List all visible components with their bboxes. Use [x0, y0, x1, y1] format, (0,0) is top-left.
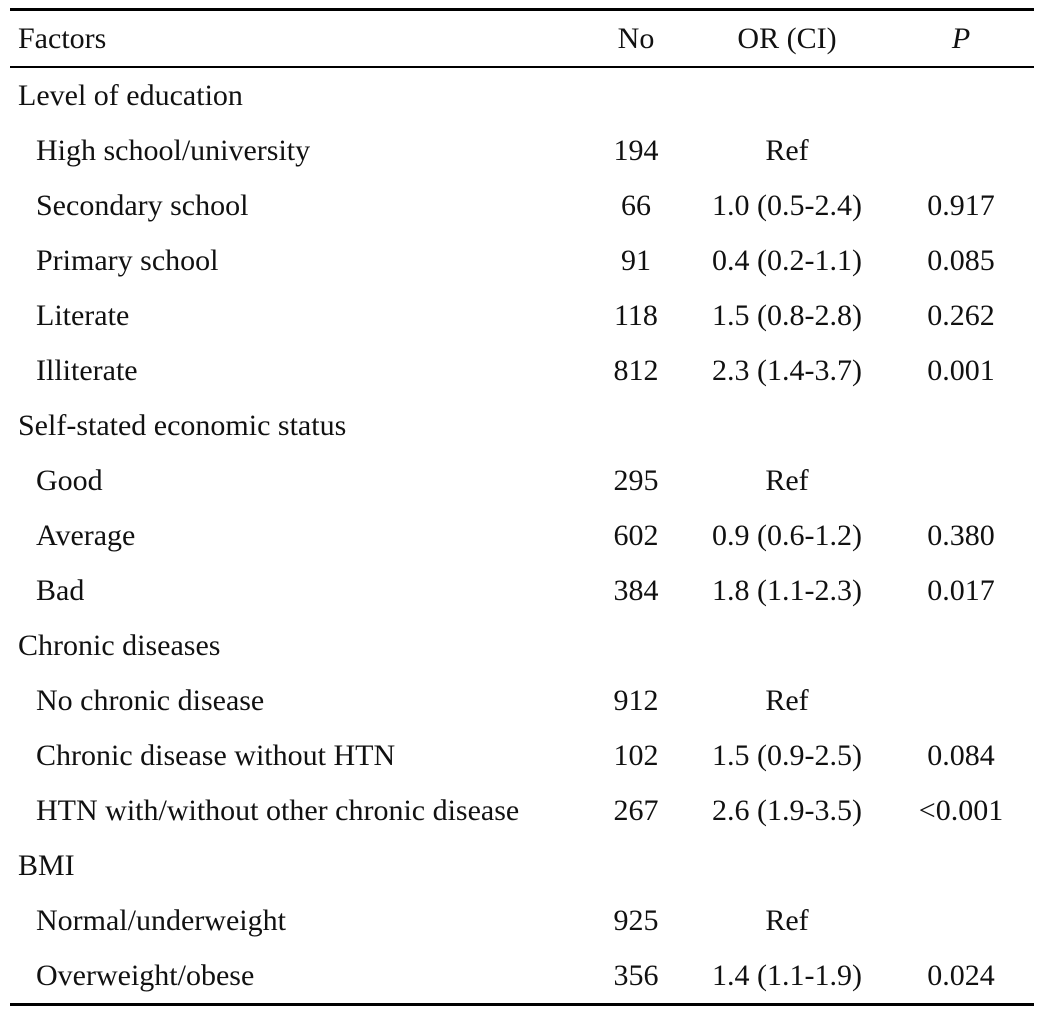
- cell-or-ci: 1.5 (0.9-2.5): [712, 739, 862, 772]
- cell-factor: Overweight/obese: [36, 959, 255, 992]
- table-row: No chronic disease 912 Ref: [10, 673, 1034, 728]
- cell-p: 0.262: [927, 299, 995, 332]
- cell-or-ci: Ref: [765, 464, 809, 497]
- cell-p: 0.084: [927, 739, 995, 772]
- cell-p: 0.085: [927, 244, 995, 277]
- cell-no: 925: [613, 904, 659, 937]
- cell-no: 267: [613, 794, 659, 827]
- cell-no: 812: [613, 354, 659, 387]
- header-or-ci: OR (CI): [737, 22, 837, 55]
- cell-no: 118: [614, 299, 658, 332]
- cell-factor: Normal/underweight: [36, 904, 286, 937]
- cell-factor: No chronic disease: [36, 684, 265, 717]
- cell-p: 0.024: [927, 959, 995, 992]
- cell-no: 912: [613, 684, 659, 717]
- table-body: Level of education High school/university…: [10, 68, 1034, 1003]
- cell-factor: Primary school: [36, 244, 219, 277]
- cell-factor: Chronic diseases: [18, 629, 221, 662]
- cell-factor: Literate: [36, 299, 130, 332]
- cell-no: 91: [621, 244, 651, 277]
- cell-factor: BMI: [18, 849, 75, 882]
- table-bottom-rule: [10, 1003, 1034, 1006]
- cell-no: 356: [613, 959, 659, 992]
- cell-or-ci: Ref: [765, 904, 809, 937]
- table-row: Primary school 91 0.4 (0.2-1.1) 0.085: [10, 233, 1034, 288]
- cell-factor: Bad: [36, 574, 85, 607]
- cell-no: 66: [621, 189, 651, 222]
- table-row: Overweight/obese 356 1.4 (1.1-1.9) 0.024: [10, 948, 1034, 1003]
- cell-or-ci: 1.0 (0.5-2.4): [712, 189, 862, 222]
- cell-no: 384: [613, 574, 659, 607]
- cell-factor: Level of education: [18, 79, 243, 112]
- cell-factor: High school/university: [36, 134, 311, 167]
- cell-factor: Secondary school: [36, 189, 249, 222]
- cell-factor: Good: [36, 464, 103, 497]
- table-group-row: Self-stated economic status: [10, 398, 1034, 453]
- table-group-row: Level of education: [10, 68, 1034, 123]
- table-header-rule: [10, 66, 1034, 68]
- cell-factor: Chronic disease without HTN: [36, 739, 396, 772]
- cell-p: <0.001: [918, 794, 1004, 827]
- cell-or-ci: 1.4 (1.1-1.9): [712, 959, 862, 992]
- header-factors: Factors: [18, 22, 107, 55]
- table-row: Literate 118 1.5 (0.8-2.8) 0.262: [10, 288, 1034, 343]
- cell-factor: HTN with/without other chronic disease: [36, 794, 520, 827]
- header-p: P: [951, 22, 971, 55]
- cell-or-ci: 2.6 (1.9-3.5): [712, 794, 862, 827]
- table-row: HTN with/without other chronic disease 26…: [10, 783, 1034, 838]
- header-no: No: [617, 22, 655, 55]
- cell-or-ci: 0.4 (0.2-1.1): [712, 244, 862, 277]
- cell-no: 602: [613, 519, 659, 552]
- cell-p: 0.917: [927, 189, 995, 222]
- table-row: Good 295 Ref: [10, 453, 1034, 508]
- cell-no: 295: [613, 464, 659, 497]
- odds-ratio-table: Factors No OR (CI) P Level of education H…: [10, 8, 1034, 1006]
- table-row: Normal/underweight 925 Ref: [10, 893, 1034, 948]
- cell-or-ci: 1.5 (0.8-2.8): [712, 299, 862, 332]
- cell-no: 194: [613, 134, 659, 167]
- table-header-row: Factors No OR (CI) P: [10, 11, 1034, 66]
- table-group-row: BMI: [10, 838, 1034, 893]
- cell-or-ci: Ref: [765, 134, 809, 167]
- table-row: Secondary school 66 1.0 (0.5-2.4) 0.917: [10, 178, 1034, 233]
- table-group-row: Chronic diseases: [10, 618, 1034, 673]
- cell-p: 0.001: [927, 354, 995, 387]
- cell-factor: Illiterate: [36, 354, 138, 387]
- table-row: Illiterate 812 2.3 (1.4-3.7) 0.001: [10, 343, 1034, 398]
- cell-or-ci: Ref: [765, 684, 809, 717]
- cell-or-ci: 1.8 (1.1-2.3): [712, 574, 862, 607]
- cell-or-ci: 2.3 (1.4-3.7): [712, 354, 862, 387]
- table-top-rule: [10, 8, 1034, 11]
- table-row: High school/university 194 Ref: [10, 123, 1034, 178]
- cell-p: 0.017: [927, 574, 995, 607]
- cell-no: 102: [613, 739, 659, 772]
- cell-p: 0.380: [927, 519, 995, 552]
- table-row: Chronic disease without HTN 102 1.5 (0.9-2…: [10, 728, 1034, 783]
- cell-or-ci: 0.9 (0.6-1.2): [712, 519, 862, 552]
- table-row: Bad 384 1.8 (1.1-2.3) 0.017: [10, 563, 1034, 618]
- cell-factor: Average: [36, 519, 136, 552]
- cell-factor: Self-stated economic status: [18, 409, 347, 442]
- table-row: Average 602 0.9 (0.6-1.2) 0.380: [10, 508, 1034, 563]
